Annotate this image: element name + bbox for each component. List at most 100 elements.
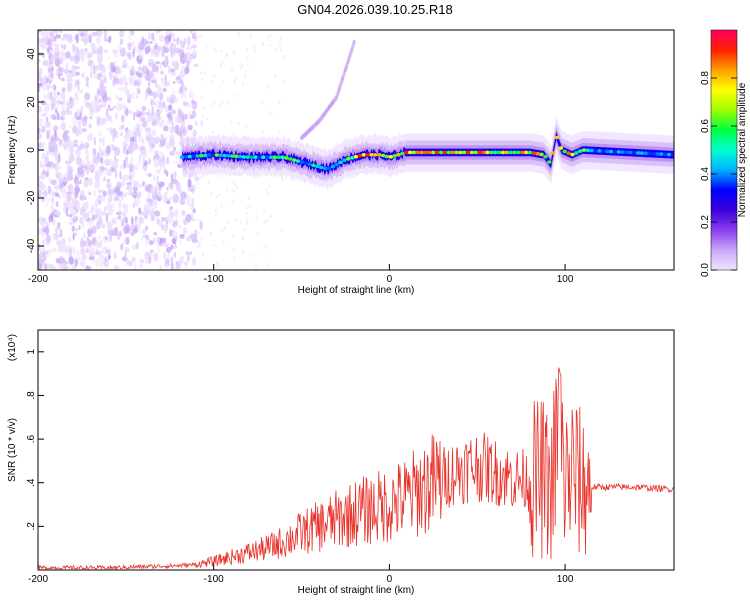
noise-speckle <box>153 175 156 181</box>
noise-speckle <box>180 191 187 199</box>
noise-speckle <box>99 259 103 269</box>
noise-speckle <box>185 251 192 256</box>
snr-series-line <box>38 366 674 570</box>
noise-speckle <box>197 241 201 249</box>
noise-speckle <box>109 229 113 236</box>
noise-speckle <box>96 30 103 37</box>
signal-peak <box>500 150 506 155</box>
noise-speckle <box>42 141 46 151</box>
noise-speckle <box>174 245 178 249</box>
noise-speckle <box>158 242 164 247</box>
signal-peak <box>523 150 529 155</box>
noise-speckle <box>231 202 234 206</box>
noise-speckle <box>136 191 142 198</box>
noise-speckle <box>108 254 111 261</box>
noise-speckle <box>109 70 113 80</box>
noise-speckle <box>159 183 164 188</box>
noise-speckle <box>55 192 60 198</box>
noise-speckle <box>38 83 43 87</box>
noise-speckle <box>154 153 160 161</box>
noise-speckle <box>113 251 117 259</box>
noise-speckle <box>145 260 151 265</box>
noise-speckle <box>125 192 132 196</box>
noise-speckle <box>62 132 68 141</box>
noise-speckle <box>281 178 284 181</box>
noise-speckle <box>181 114 185 123</box>
noise-speckle <box>163 263 170 268</box>
colorbar-tick-label: 0.4 <box>700 167 711 181</box>
noise-speckle <box>199 33 202 37</box>
noise-speckle <box>55 34 62 39</box>
noise-speckle <box>239 267 241 270</box>
noise-speckle <box>144 166 147 176</box>
noise-speckle <box>64 178 69 183</box>
noise-speckle <box>101 85 107 91</box>
noise-speckle <box>88 178 93 186</box>
noise-speckle <box>38 178 41 187</box>
noise-speckle <box>61 100 65 111</box>
noise-speckle <box>68 101 74 110</box>
noise-speckle <box>85 155 90 162</box>
noise-speckle <box>140 236 144 241</box>
signal-peak <box>284 156 289 160</box>
noise-speckle <box>135 200 138 207</box>
noise-speckle <box>218 193 221 197</box>
noise-speckle <box>191 32 195 40</box>
noise-speckle <box>120 114 125 123</box>
signal-peak <box>349 156 355 160</box>
noise-speckle <box>249 34 252 38</box>
noise-speckle <box>41 30 47 36</box>
noise-speckle <box>132 186 139 192</box>
noise-speckle <box>174 124 180 135</box>
noise-speckle <box>79 260 86 268</box>
noise-speckle <box>263 209 266 213</box>
noise-speckle <box>232 189 235 193</box>
noise-speckle <box>267 36 270 40</box>
y-tick-label: 20 <box>26 96 37 108</box>
secondary-track-mark <box>352 39 356 45</box>
noise-speckle <box>138 216 144 224</box>
noise-speckle <box>172 231 178 237</box>
noise-speckle <box>91 49 97 54</box>
noise-speckle <box>54 153 58 161</box>
noise-speckle <box>220 204 223 208</box>
y-tick-label: -40 <box>26 238 37 253</box>
noise-speckle <box>178 225 182 229</box>
signal-peak <box>261 155 266 159</box>
noise-speckle <box>80 37 85 42</box>
noise-speckle <box>107 114 111 122</box>
noise-speckle <box>66 36 73 44</box>
noise-speckle <box>102 118 107 126</box>
noise-speckle <box>83 115 88 121</box>
noise-speckle <box>159 237 166 244</box>
signal-peak <box>253 155 258 159</box>
noise-speckle <box>154 210 161 217</box>
noise-speckle <box>169 68 176 73</box>
noise-speckle <box>43 263 48 270</box>
noise-speckle <box>53 136 60 142</box>
noise-speckle <box>225 54 228 58</box>
noise-speckle <box>52 90 57 96</box>
noise-speckle <box>129 192 136 196</box>
noise-speckle <box>79 143 85 150</box>
noise-speckle <box>72 248 76 256</box>
noise-speckle <box>137 127 144 134</box>
noise-speckle <box>113 53 120 58</box>
noise-speckle <box>47 38 52 47</box>
noise-speckle <box>96 93 100 101</box>
noise-speckle <box>114 169 118 179</box>
noise-speckle <box>144 46 149 55</box>
noise-speckle <box>59 55 64 62</box>
noise-speckle <box>135 71 140 76</box>
signal-peak <box>334 162 339 167</box>
noise-speckle <box>233 132 236 136</box>
noise-speckle <box>78 174 82 178</box>
noise-speckle <box>62 265 69 270</box>
signal-peak <box>527 150 533 155</box>
noise-speckle <box>55 172 60 180</box>
signal-peak <box>241 155 247 159</box>
noise-speckle <box>44 93 47 100</box>
noise-speckle <box>84 92 90 101</box>
signal-peak <box>303 161 308 165</box>
y-tick-label: 40 <box>26 48 37 60</box>
